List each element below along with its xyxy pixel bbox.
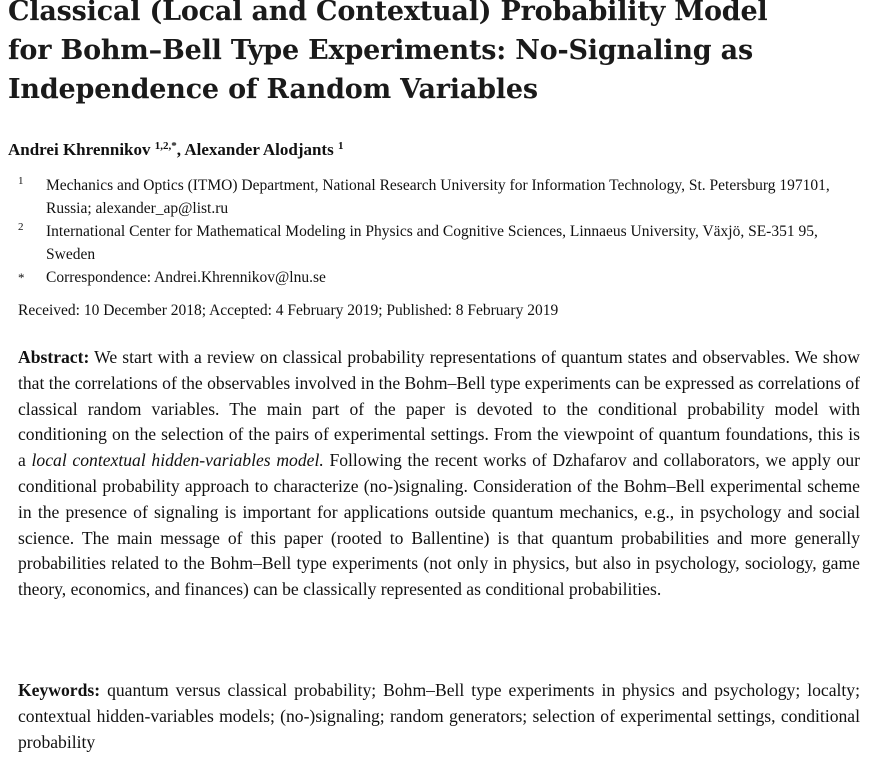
affiliation-text: Mechanics and Optics (ITMO) Department, … bbox=[46, 177, 830, 217]
affiliation-mark: 2 bbox=[18, 221, 24, 233]
title-line: Classical (Local and Contextual) Probabi… bbox=[8, 0, 768, 27]
abstract: Abstract: We start with a review on clas… bbox=[18, 345, 860, 603]
author-name: Andrei Khrennikov bbox=[8, 140, 151, 159]
keywords: Keywords: quantum versus classical proba… bbox=[18, 678, 860, 755]
author-separator: , bbox=[176, 140, 185, 159]
correspondence-text: Correspondence: Andrei.Khrennikov@lnu.se bbox=[46, 269, 326, 286]
keywords-text: quantum versus classical probability; Bo… bbox=[18, 680, 860, 752]
author-affiliation-marks: 1 bbox=[337, 140, 344, 152]
correspondence-item: * Correspondence: Andrei.Khrennikov@lnu.… bbox=[8, 266, 868, 289]
abstract-label: Abstract: bbox=[18, 347, 90, 367]
abstract-italic-text: local contextual hidden-variables model. bbox=[31, 450, 324, 471]
title-line: for Bohm–Bell Type Experiments: No-Signa… bbox=[8, 35, 753, 66]
affiliation-item: 1 Mechanics and Optics (ITMO) Department… bbox=[8, 174, 868, 220]
keywords-label: Keywords: bbox=[18, 680, 101, 700]
affiliation-mark: 1 bbox=[18, 175, 24, 187]
abstract-text: Following the recent works of Dzhafarov … bbox=[18, 450, 860, 600]
affiliation-list: 1 Mechanics and Optics (ITMO) Department… bbox=[8, 174, 868, 289]
author-list: Andrei Khrennikov 1,2,*, Alexander Alodj… bbox=[8, 140, 343, 160]
paper-title: Classical (Local and Contextual) Probabi… bbox=[8, 0, 868, 109]
author-name: Alexander Alodjants bbox=[184, 140, 334, 159]
affiliation-mark: * bbox=[18, 270, 25, 285]
affiliation-text: International Center for Mathematical Mo… bbox=[46, 223, 818, 263]
title-line: Independence of Random Variables bbox=[8, 74, 538, 105]
author-affiliation-marks: 1,2,* bbox=[154, 140, 177, 152]
abstract-text: We start with a review on classical prob… bbox=[18, 347, 860, 471]
affiliation-item: 2 International Center for Mathematical … bbox=[8, 220, 868, 266]
publication-dates: Received: 10 December 2018; Accepted: 4 … bbox=[18, 302, 559, 319]
